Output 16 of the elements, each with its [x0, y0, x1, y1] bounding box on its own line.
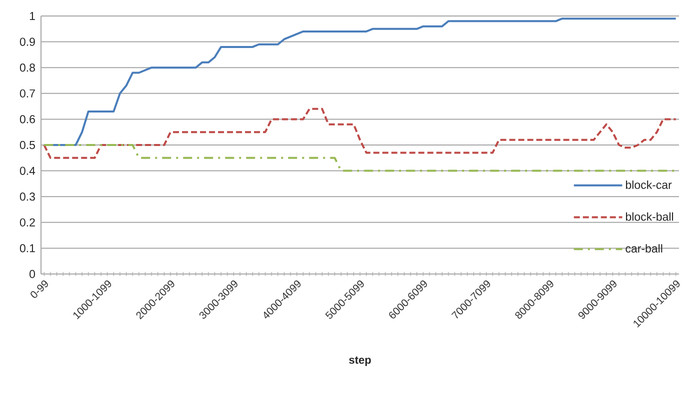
- y-tick-label: 0: [30, 270, 36, 278]
- legend-label: block-car: [626, 180, 672, 189]
- y-tick-label: 0.3: [20, 192, 35, 201]
- legend-label: block-ball: [626, 212, 674, 221]
- y-tick-label: 0.5: [20, 140, 35, 150]
- y-tick-label: 0.2: [20, 218, 35, 226]
- y-tick-label: 0.6: [20, 115, 35, 124]
- y-tick-label: 0.9: [20, 38, 35, 46]
- y-tick-label: 0.1: [20, 244, 35, 252]
- x-axis-title: step: [349, 356, 371, 366]
- y-tick-label: 0.8: [20, 64, 35, 72]
- y-tick-label: 0.4: [20, 166, 36, 175]
- y-tick-label: 0.7: [20, 89, 35, 98]
- x-tick-label: 0-99: [30, 280, 48, 298]
- legend-label: car-ball: [626, 244, 662, 253]
- y-tick-label: 1: [30, 12, 35, 20]
